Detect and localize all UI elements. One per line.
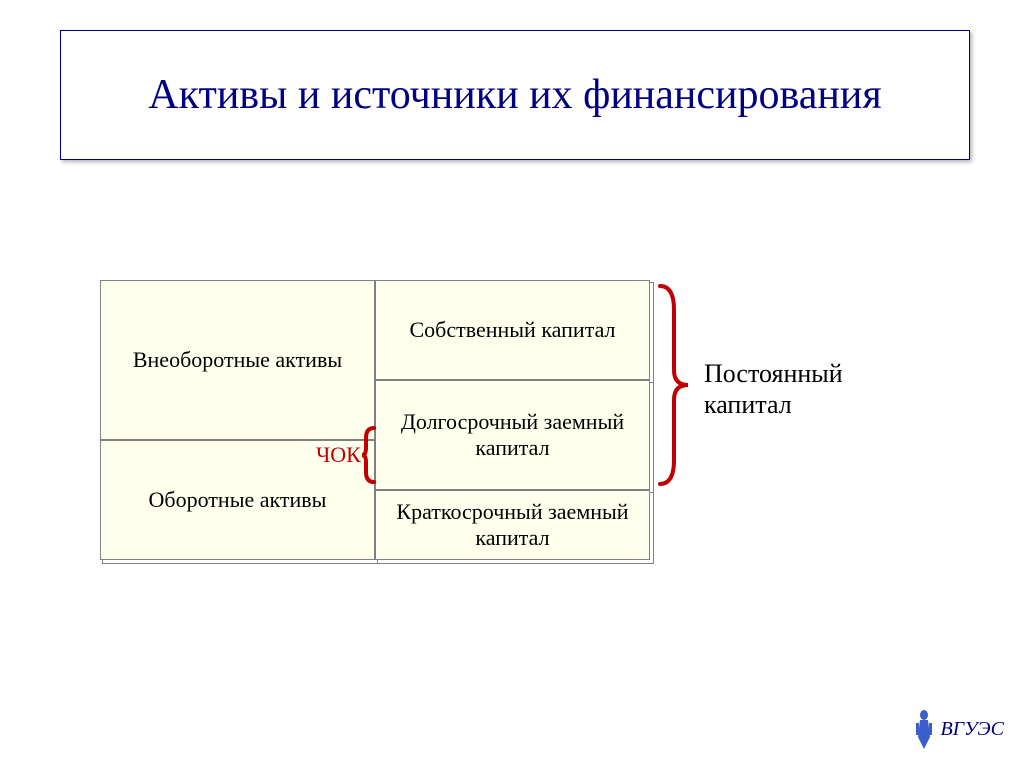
liabilities-column: Собственный капитал Долгосрочный заемный… [375, 280, 650, 560]
slide-title: Активы и источники их финансирования [148, 70, 881, 120]
assets-column: Внеоборотные активы Оборотные активы [100, 280, 375, 560]
label-short-term-debt: Краткосрочный заемный капитал [380, 499, 645, 551]
label-current-assets: Оборотные активы [149, 487, 327, 513]
logo-figure-icon [913, 709, 935, 749]
logo-text: ВГУЭС [941, 718, 1005, 741]
cell-long-term-debt: Долгосрочный заемный капитал [375, 380, 650, 490]
slide-title-box: Активы и источники их финансирования [60, 30, 970, 160]
chok-label: ЧОК [316, 442, 361, 468]
label-long-term-debt: Долгосрочный заемный капитал [380, 409, 645, 461]
permanent-capital-label: Постоянный капитал [704, 358, 843, 420]
permanent-capital-bracket-icon [656, 280, 692, 490]
cell-non-current-assets: Внеоборотные активы [100, 280, 375, 440]
cell-equity: Собственный капитал [375, 280, 650, 380]
chok-bracket-icon [360, 426, 378, 484]
cell-short-term-debt: Краткосрочный заемный капитал [375, 490, 650, 560]
label-non-current-assets: Внеоборотные активы [133, 347, 342, 373]
label-equity: Собственный капитал [409, 317, 615, 343]
org-logo: ВГУЭС [913, 709, 1005, 749]
